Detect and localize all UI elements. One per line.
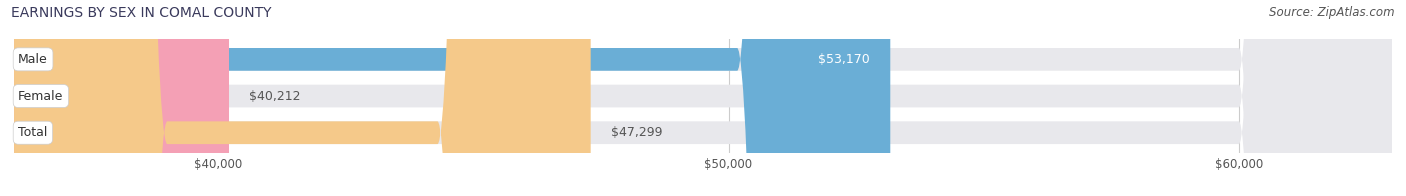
Text: $40,212: $40,212 bbox=[249, 90, 301, 103]
Text: $47,299: $47,299 bbox=[612, 126, 662, 139]
FancyBboxPatch shape bbox=[14, 0, 591, 196]
FancyBboxPatch shape bbox=[14, 0, 229, 196]
Text: Male: Male bbox=[18, 53, 48, 66]
FancyBboxPatch shape bbox=[14, 0, 890, 196]
FancyBboxPatch shape bbox=[14, 0, 1392, 196]
Text: Total: Total bbox=[18, 126, 48, 139]
Text: $53,170: $53,170 bbox=[818, 53, 870, 66]
Text: Source: ZipAtlas.com: Source: ZipAtlas.com bbox=[1270, 6, 1395, 19]
Text: Female: Female bbox=[18, 90, 63, 103]
FancyBboxPatch shape bbox=[14, 0, 1392, 196]
FancyBboxPatch shape bbox=[14, 0, 1392, 196]
Text: EARNINGS BY SEX IN COMAL COUNTY: EARNINGS BY SEX IN COMAL COUNTY bbox=[11, 6, 271, 20]
